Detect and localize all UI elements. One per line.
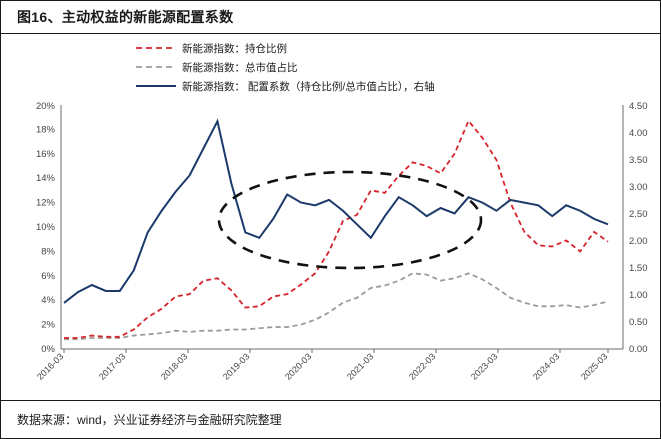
legend-label-marketcap-ratio: 新能源指数：总市值占比 [182, 61, 298, 74]
x-tick-8: 2024-03 [531, 351, 561, 381]
x-tick-1: 2017-03 [97, 351, 127, 381]
y-right-tick-8: 4.00 [629, 128, 648, 139]
highlight-ellipse-annotation [217, 170, 483, 270]
y-left-tick-5: 10% [36, 222, 56, 233]
y-left-tick-3: 6% [41, 271, 55, 282]
x-tick-7: 2023-03 [469, 351, 499, 381]
x-axis-ticks: 2016-03 2017-03 2018-03 2019-03 2020-03 … [35, 349, 609, 382]
series-line-allocation-coef [63, 118, 609, 304]
x-tick-6: 2022-03 [407, 351, 437, 381]
x-tick-2: 2018-03 [159, 351, 189, 381]
series-group [63, 118, 609, 341]
y-left-tick-9: 18% [36, 124, 56, 135]
y-left-tick-7: 14% [36, 173, 56, 184]
series-line-marketcap-ratio [64, 272, 609, 341]
chart-plot-area: 新能源指数：持仓比例 新能源指数：总市值占比 新能源指数： 配置系数（持仓比例/… [1, 35, 660, 401]
y-left-tick-1: 2% [41, 320, 55, 331]
series-line-holding-ratio [64, 119, 609, 339]
legend-label-allocation-coef: 新能源指数： 配置系数（持仓比例/总市值占比），右轴 [182, 80, 435, 93]
title-bar: 图16、主动权益的新能源配置系数 [1, 1, 660, 34]
y-right-tick-1: 0.50 [629, 317, 648, 328]
y-axis-right-ticks: 0.00 0.50 1.00 1.50 2.00 2.50 3.00 3.50 … [629, 101, 648, 355]
y-right-tick-3: 1.50 [629, 263, 648, 274]
y-left-tick-8: 16% [36, 149, 56, 160]
chart-legend: 新能源指数：持仓比例 新能源指数：总市值占比 新能源指数： 配置系数（持仓比例/… [136, 42, 435, 93]
y-right-tick-4: 2.00 [629, 236, 648, 247]
source-note: 数据来源：wind，兴业证券经济与金融研究院整理 [17, 413, 282, 427]
y-axis-left-ticks: 0% 2% 4% 6% 8% 10% 12% 14% 16% 18% 20% [36, 101, 56, 355]
x-tick-4: 2020-03 [283, 351, 313, 381]
y-right-tick-5: 2.50 [629, 209, 648, 220]
legend-label-holding-ratio: 新能源指数：持仓比例 [182, 42, 287, 55]
chart-svg: 新能源指数：持仓比例 新能源指数：总市值占比 新能源指数： 配置系数（持仓比例/… [35, 42, 648, 382]
x-tick-5: 2021-03 [345, 351, 375, 381]
y-left-tick-6: 12% [36, 198, 56, 209]
y-left-tick-4: 8% [41, 246, 55, 257]
source-bar: 数据来源：wind，兴业证券经济与金融研究院整理 [1, 400, 660, 438]
y-left-tick-0: 0% [41, 344, 55, 355]
y-right-tick-9: 4.50 [629, 101, 648, 112]
y-right-tick-2: 1.00 [629, 290, 648, 301]
y-left-tick-2: 4% [41, 295, 55, 306]
chart-axes [60, 105, 624, 350]
page-title: 图16、主动权益的新能源配置系数 [17, 9, 234, 25]
y-right-tick-6: 3.00 [629, 182, 648, 193]
x-tick-0: 2016-03 [35, 351, 65, 381]
y-right-tick-0: 0.00 [629, 344, 648, 355]
y-right-tick-7: 3.50 [629, 155, 648, 166]
x-tick-3: 2019-03 [221, 351, 251, 381]
y-left-tick-10: 20% [36, 101, 56, 112]
x-tick-9: 2025-03 [579, 351, 609, 381]
